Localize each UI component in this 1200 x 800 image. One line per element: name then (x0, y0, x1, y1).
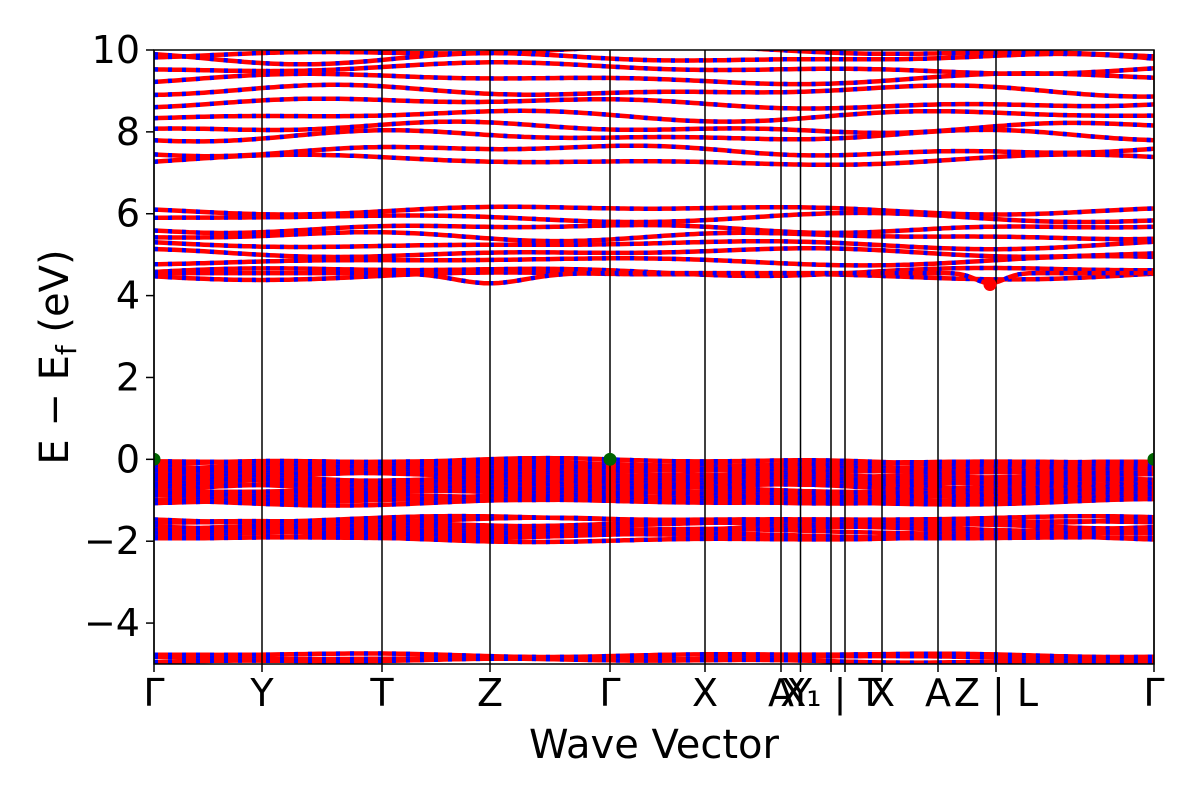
band-line-spin-up (154, 152, 1154, 168)
band-line-spin-up (154, 60, 1154, 77)
band-line-spin-up (154, 143, 1154, 159)
y-tick-label: −4 (84, 601, 140, 645)
x-tick-label: Y (249, 671, 274, 715)
band-line-spin-up (154, 50, 1154, 67)
x-tick-label: T (369, 671, 394, 715)
x-axis-title: Wave Vector (529, 722, 780, 768)
band-line-spin-up (154, 82, 1154, 99)
y-axis-ticks: −4 −2 0 2 4 6 8 10 (84, 28, 154, 645)
high-symmetry-lines (153, 50, 1155, 664)
x-tick-label: Z | L (954, 671, 1038, 716)
plot-frame (153, 49, 1155, 665)
band-line-spin-up (154, 210, 1154, 225)
x-tick-label: Z (477, 671, 503, 715)
y-axis-title: E − Ef (eV) (32, 249, 83, 464)
y-tick-label: −2 (84, 519, 140, 563)
band-line-spin-up (154, 496, 1154, 508)
x-tick-label: X (692, 671, 718, 715)
x-tick-label: Γ (1143, 671, 1164, 715)
x-tick-label: Γ (599, 671, 620, 715)
band-extremum-marker (1147, 452, 1154, 466)
band-line-spin-up (154, 119, 1154, 136)
x-tick-label: Y (788, 671, 813, 715)
x-tick-label: Γ (143, 671, 164, 715)
x-tick-label: X₁ | T (780, 671, 882, 716)
y-tick-label: 0 (116, 437, 140, 481)
band-line-spin-up (154, 246, 1154, 260)
y-tick-label: 4 (116, 274, 140, 318)
band-extremum-marker (603, 452, 617, 466)
band-line-spin-up (154, 127, 1154, 144)
band-line-spin-up (154, 253, 1154, 268)
band-line-spin-up (154, 533, 1154, 545)
x-tick-label: A (768, 671, 794, 715)
band-line-spin-up (154, 222, 1154, 236)
y-tick-label: 10 (92, 28, 140, 72)
band-extremum-marker (983, 278, 997, 292)
x-tick-label: X (869, 671, 895, 715)
y-tick-label: 8 (116, 110, 140, 154)
x-tick-label: A (925, 671, 951, 715)
band-line-spin-up (154, 96, 1154, 111)
band-line-spin-up (154, 108, 1154, 124)
band-line-spin-up (154, 239, 1154, 252)
y-tick-label: 2 (116, 355, 140, 399)
extrema-markers (154, 278, 1154, 466)
y-axis-title-tail: (eV) (32, 249, 78, 345)
band-extremum-marker (154, 452, 161, 466)
band-lines (154, 50, 1154, 664)
y-axis-title-sub: f (50, 344, 83, 355)
y-axis-title-main: E − E (32, 355, 78, 465)
band-line-spin-up (154, 651, 1154, 660)
band-line-spin-up (154, 656, 1154, 664)
band-line-spin-up (154, 50, 1154, 60)
band-line-spin-up (154, 204, 1154, 217)
band-line-spin-up (154, 229, 1154, 244)
y-tick-label: 6 (116, 192, 140, 236)
